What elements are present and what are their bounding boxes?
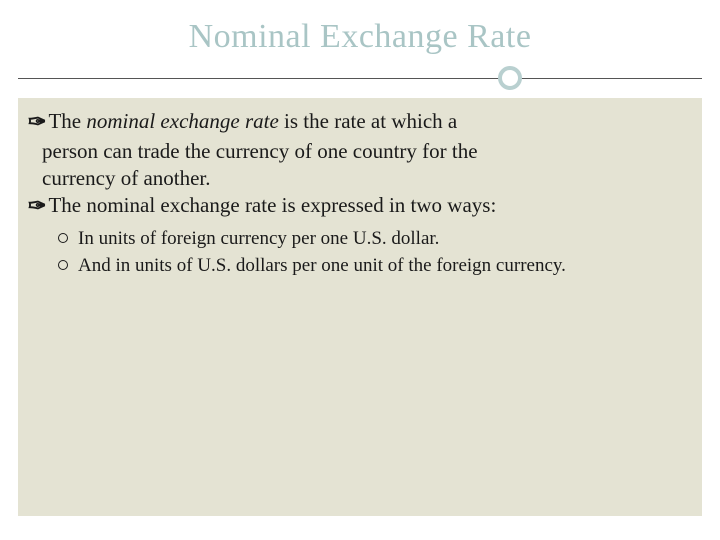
bullet-text-1: The nominal exchange rate is the rate at… [48,108,457,135]
sub-text-1: In units of foreign currency per one U.S… [78,226,439,251]
bullet-item-2: ✑ The nominal exchange rate is expressed… [28,192,692,220]
divider-line [18,78,702,79]
divider-circle-icon [498,66,522,90]
slide-title: Nominal Exchange Rate [0,18,720,56]
circle-bullet-icon [58,233,68,243]
bullet-text-1-cont2: currency of another. [28,165,692,192]
bullet-text-1-cont1: person can trade the currency of one cou… [28,138,692,165]
title-area: Nominal Exchange Rate [0,0,720,64]
circle-bullet-icon [58,260,68,270]
sub-list: In units of foreign currency per one U.S… [28,226,692,278]
sub-bullet-2: And in units of U.S. dollars per one uni… [58,253,692,278]
bullet-item-1: ✑ The nominal exchange rate is the rate … [28,108,692,136]
sub-text-2: And in units of U.S. dollars per one uni… [78,253,566,278]
divider [0,64,720,92]
curl-bullet-icon: ✑ [28,108,46,136]
sub-bullet-1: In units of foreign currency per one U.S… [58,226,692,251]
slide: Nominal Exchange Rate ✑ The nominal exch… [0,0,720,540]
curl-bullet-icon: ✑ [28,192,46,220]
bullet-text-2: The nominal exchange rate is expressed i… [48,192,496,219]
content-box: ✑ The nominal exchange rate is the rate … [18,98,702,516]
